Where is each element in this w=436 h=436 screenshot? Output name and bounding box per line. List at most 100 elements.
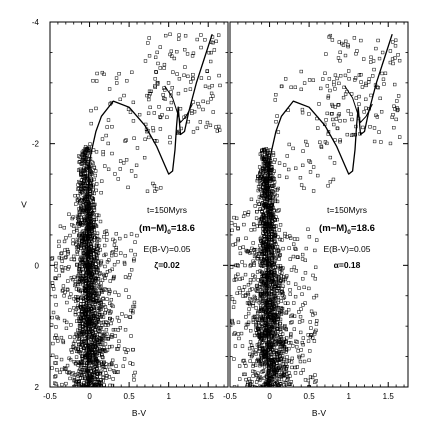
star-marker [279, 266, 283, 270]
star-marker [79, 345, 83, 349]
star-marker [338, 119, 342, 123]
star-marker [55, 315, 59, 319]
star-marker [364, 97, 368, 101]
star-marker [143, 59, 148, 63]
star-marker [268, 352, 273, 357]
star-marker [251, 320, 256, 324]
star-marker [308, 170, 313, 174]
star-marker [269, 215, 273, 219]
star-marker [257, 165, 262, 169]
x-tick-label: 1.5 [383, 392, 395, 401]
star-marker [97, 383, 101, 387]
star-marker [98, 286, 102, 290]
star-marker [258, 152, 263, 156]
annotation-text: (m−M)0=18.6 [139, 223, 195, 236]
star-marker [279, 299, 283, 303]
star-marker [324, 52, 328, 56]
star-marker [241, 359, 245, 363]
star-marker [263, 169, 267, 174]
star-marker [92, 191, 96, 196]
star-marker [270, 200, 275, 205]
star-marker [251, 374, 255, 378]
star-marker [156, 61, 160, 66]
star-marker [332, 122, 336, 127]
star-marker [277, 248, 281, 253]
star-marker [74, 332, 78, 336]
star-marker [54, 303, 58, 307]
star-marker [110, 151, 114, 156]
star-marker [122, 347, 127, 351]
star-marker [284, 310, 289, 314]
star-marker [104, 273, 108, 277]
star-marker [106, 337, 111, 341]
star-marker [243, 263, 247, 268]
star-marker [77, 386, 81, 387]
star-marker [111, 358, 115, 362]
star-marker [102, 253, 106, 258]
star-marker [270, 202, 274, 207]
star-marker [147, 36, 151, 40]
star-marker [328, 88, 332, 93]
star-marker [249, 354, 254, 359]
star-marker [263, 229, 267, 233]
star-marker [255, 311, 260, 315]
star-marker [281, 284, 285, 288]
star-marker [276, 186, 280, 191]
star-marker [132, 259, 136, 263]
star-marker [77, 186, 81, 191]
star-marker [248, 359, 252, 363]
star-marker [114, 76, 119, 80]
star-marker [81, 273, 85, 278]
star-marker [362, 57, 366, 61]
star-marker [146, 41, 150, 45]
star-marker [104, 365, 108, 369]
star-marker [332, 80, 336, 84]
star-marker [54, 382, 58, 386]
star-marker [191, 130, 196, 134]
star-marker [262, 219, 266, 223]
star-marker [269, 345, 274, 349]
star-marker [102, 348, 106, 352]
star-marker [88, 304, 92, 309]
star-marker [271, 153, 276, 157]
star-marker [233, 223, 237, 227]
star-marker [116, 347, 120, 351]
star-marker [71, 345, 75, 349]
star-marker [80, 187, 85, 192]
star-marker [91, 79, 95, 83]
x-tick-label: 1 [346, 392, 351, 401]
star-marker [83, 207, 87, 212]
star-marker [81, 251, 85, 255]
star-marker [237, 336, 241, 341]
star-marker [388, 60, 393, 65]
star-marker [93, 383, 97, 387]
star-marker [308, 375, 313, 379]
star-marker [100, 323, 104, 328]
star-marker [66, 267, 70, 271]
star-marker [90, 236, 94, 240]
star-marker [278, 266, 282, 271]
star-marker [296, 255, 300, 259]
star-marker [68, 335, 72, 339]
star-marker [97, 313, 102, 317]
star-marker [101, 150, 105, 154]
star-marker [276, 340, 281, 344]
star-marker [263, 300, 267, 304]
star-marker [66, 252, 70, 256]
star-marker [87, 267, 91, 271]
star-marker [98, 262, 103, 267]
star-marker [108, 311, 112, 315]
star-marker [253, 204, 257, 208]
star-marker [344, 39, 348, 43]
star-marker [123, 234, 128, 238]
star-marker [271, 316, 276, 320]
star-marker [284, 311, 288, 315]
star-marker [60, 289, 65, 293]
star-marker [77, 200, 82, 204]
star-marker [98, 387, 101, 390]
star-marker [293, 365, 297, 370]
star-marker [59, 256, 64, 261]
star-marker [289, 360, 294, 364]
star-marker [248, 384, 252, 387]
star-marker [281, 296, 286, 301]
